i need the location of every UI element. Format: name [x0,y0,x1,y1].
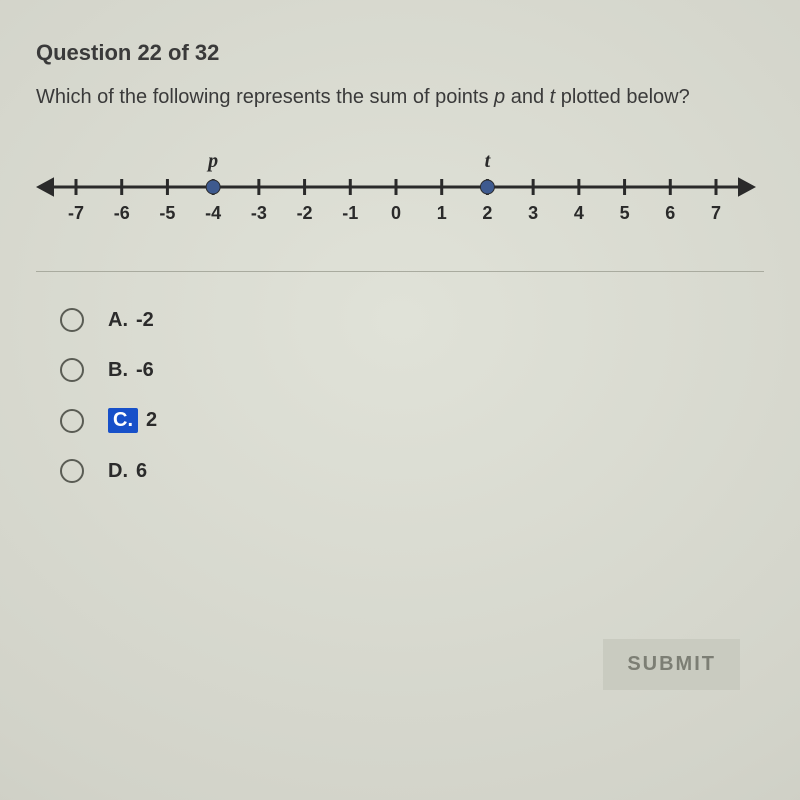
svg-text:5: 5 [620,203,630,223]
number-line: -7 -6 -5 -4 -3 -2 -1 0 1 2 3 4 5 6 7 p t [36,143,764,253]
svg-text:4: 4 [574,203,584,223]
radio-button[interactable] [60,358,84,382]
svg-text:3: 3 [528,203,538,223]
radio-button[interactable] [60,409,84,433]
prompt-text-1: Which of the following represents the su… [36,86,494,108]
answer-options: A. -2 B. -6 C. 2 D. 6 [36,308,764,483]
option-row[interactable]: B. -6 [60,358,764,382]
prompt-var-p: p [494,86,505,108]
svg-text:0: 0 [391,203,401,223]
option-row[interactable]: D. 6 [60,459,764,483]
question-counter: Question 22 of 32 [36,40,764,66]
svg-text:2: 2 [482,203,492,223]
option-letter: B. [108,359,128,382]
option-letter: A. [108,309,128,332]
svg-text:6: 6 [665,203,675,223]
svg-text:-2: -2 [297,203,313,223]
option-letter: C. [108,408,138,433]
svg-text:p: p [206,150,218,172]
svg-text:t: t [485,150,492,172]
option-text: 6 [136,460,147,483]
option-text: -2 [136,309,154,332]
svg-text:-5: -5 [159,203,175,223]
option-row[interactable]: C. 2 [60,408,764,433]
number-line-svg: -7 -6 -5 -4 -3 -2 -1 0 1 2 3 4 5 6 7 p t [36,143,756,253]
svg-text:7: 7 [711,203,721,223]
question-page: Question 22 of 32 Which of the following… [0,0,800,800]
svg-text:-1: -1 [342,203,358,223]
svg-text:1: 1 [437,203,447,223]
svg-text:-6: -6 [114,203,130,223]
svg-text:-4: -4 [205,203,221,223]
option-row[interactable]: A. -2 [60,308,764,332]
divider [36,271,764,272]
question-prompt: Which of the following represents the su… [36,86,764,109]
radio-button[interactable] [60,459,84,483]
option-letter: D. [108,460,128,483]
prompt-text-2: and [505,86,549,108]
prompt-text-3: plotted below? [555,86,690,108]
submit-button[interactable]: SUBMIT [603,639,740,690]
option-text: -6 [136,359,154,382]
option-text: 2 [146,409,157,432]
svg-text:-7: -7 [68,203,84,223]
radio-button[interactable] [60,308,84,332]
svg-text:-3: -3 [251,203,267,223]
